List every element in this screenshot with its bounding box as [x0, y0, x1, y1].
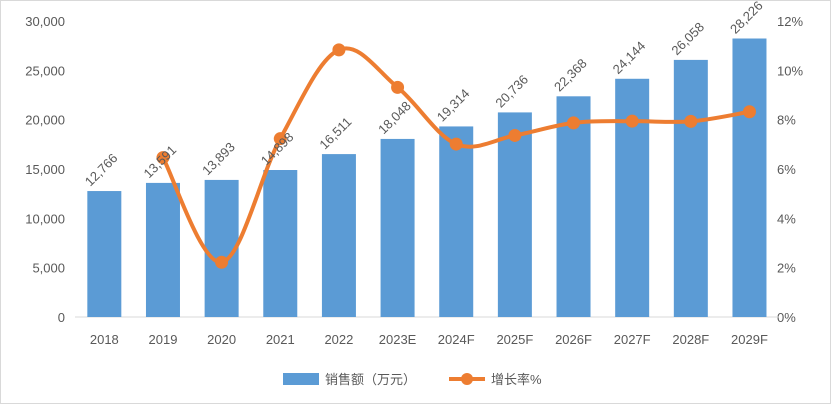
growth-rate-point: [508, 128, 522, 142]
bar: [497, 112, 532, 317]
y-right-tick-label: 12%: [777, 14, 803, 29]
x-tick-label: 2018: [90, 332, 119, 347]
legend-line-label: 增长率%: [491, 372, 542, 387]
legend-bar-swatch: [283, 373, 319, 385]
y-right-tick-label: 6%: [777, 162, 796, 177]
y-left-tick-label: 0: [58, 310, 65, 325]
legend-line-marker: [461, 373, 473, 385]
bar-data-label: 26,058: [668, 19, 707, 58]
x-tick-label: 2022: [324, 332, 353, 347]
bar-data-label: 13,893: [199, 139, 238, 178]
y-left-tick-label: 5,000: [32, 261, 65, 276]
growth-rate-point: [449, 137, 463, 151]
bar: [321, 154, 356, 317]
bar-data-label: 22,368: [551, 56, 590, 95]
y-left-tick-label: 10,000: [25, 211, 65, 226]
y-right-tick-label: 8%: [777, 113, 796, 128]
y-right-tick-label: 2%: [777, 261, 796, 276]
x-tick-label: 2024F: [438, 332, 475, 347]
bar-data-label: 16,511: [316, 114, 354, 152]
bar: [380, 138, 415, 317]
bar: [615, 78, 650, 317]
bar-data-label: 18,048: [375, 98, 414, 137]
bar: [732, 38, 767, 317]
x-tick-label: 2019: [149, 332, 178, 347]
bar: [556, 96, 591, 317]
x-tick-label: 2021: [266, 332, 295, 347]
x-tick-label: 2025F: [496, 332, 533, 347]
bar-data-label: 13,591: [140, 142, 179, 181]
legend-bar-label: 销售额（万元）: [325, 372, 416, 387]
y-left-tick-label: 25,000: [25, 63, 65, 78]
bar: [204, 179, 239, 317]
growth-rate-point: [742, 105, 756, 119]
y-left-tick-label: 20,000: [25, 113, 65, 128]
growth-rate-point: [156, 151, 170, 165]
growth-rate-point: [625, 114, 639, 128]
growth-rate-point: [684, 114, 698, 128]
bar-data-label: 28,226: [727, 1, 766, 37]
x-tick-label: 2028F: [672, 332, 709, 347]
x-tick-label: 2020: [207, 332, 236, 347]
bar-data-label: 20,736: [492, 72, 531, 111]
growth-rate-point: [332, 43, 346, 57]
y-left-tick-label: 15,000: [25, 162, 65, 177]
y-right-tick-label: 10%: [777, 63, 803, 78]
y-right-tick-label: 4%: [777, 211, 796, 226]
x-tick-label: 2029F: [731, 332, 768, 347]
x-tick-label: 2027F: [614, 332, 651, 347]
growth-rate-point: [391, 80, 405, 94]
bar: [673, 59, 708, 317]
bar-data-label: 24,144: [610, 38, 649, 77]
bar: [263, 170, 298, 317]
growth-rate-point: [215, 255, 229, 269]
bar: [439, 126, 474, 317]
growth-rate-point: [273, 132, 287, 146]
y-right-tick-label: 0%: [777, 310, 796, 325]
bar-data-label: 19,314: [434, 86, 473, 125]
bar: [145, 182, 180, 317]
x-tick-label: 2026F: [555, 332, 592, 347]
growth-rate-point: [567, 116, 581, 130]
bar-data-label: 12,766: [82, 150, 121, 189]
x-tick-label: 2023E: [379, 332, 417, 347]
bar: [87, 191, 122, 317]
y-left-tick-label: 30,000: [25, 14, 65, 29]
